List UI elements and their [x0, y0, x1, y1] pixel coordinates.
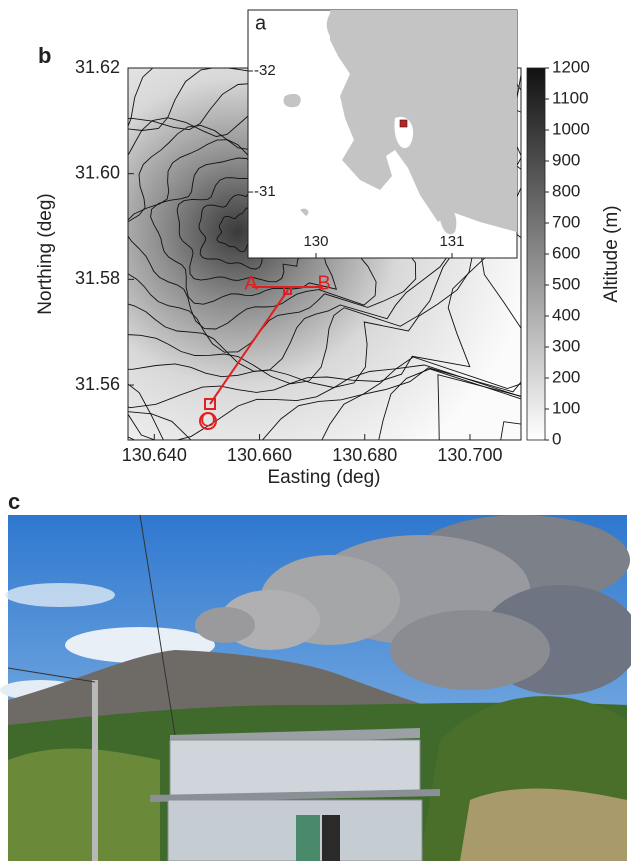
y-tick-label: 31.56 — [75, 374, 120, 394]
x-axis-title: Easting (deg) — [267, 467, 380, 488]
x-tick-label: 130.640 — [122, 445, 187, 465]
location-marker — [400, 120, 407, 127]
door — [322, 815, 340, 861]
grass — [8, 748, 160, 861]
colorbar — [527, 68, 545, 440]
cloud — [5, 583, 115, 607]
inset-y-tick-label: -32 — [254, 62, 276, 79]
colorbar-tick-label: 1200 — [552, 57, 590, 76]
pole — [92, 680, 98, 861]
panel-label: a — [255, 12, 267, 34]
y-tick-label: 31.58 — [75, 268, 120, 288]
island — [283, 94, 300, 107]
colorbar-tick-label: 1000 — [552, 119, 590, 138]
colorbar-tick-label: 200 — [552, 367, 580, 386]
point-label: O — [200, 409, 216, 431]
colorbar-tick-label: 100 — [552, 398, 580, 417]
colorbar-tick-label: 400 — [552, 305, 580, 324]
colorbar-tick-label: 0 — [552, 429, 561, 448]
panel-label: c — [8, 489, 20, 514]
panel-label: b — [38, 43, 51, 68]
photo — [0, 515, 631, 861]
y-axis-title: Northing (deg) — [35, 193, 56, 314]
y-tick-label: 31.62 — [75, 57, 120, 77]
building-upper — [170, 740, 420, 795]
colorbar-tick-label: 900 — [552, 150, 580, 169]
building-lower — [168, 800, 422, 861]
colorbar-tick-label: 600 — [552, 243, 580, 262]
colorbar-tick-label: 800 — [552, 181, 580, 200]
inset-x-tick-label: 130 — [303, 233, 328, 250]
colorbar-tick-label: 300 — [552, 336, 580, 355]
y-tick-label: 31.60 — [75, 162, 120, 182]
inset-x-tick-label: 131 — [439, 233, 464, 250]
x-tick-label: 130.680 — [332, 445, 397, 465]
grass — [460, 788, 627, 861]
colorbar-tick-label: 1100 — [552, 88, 589, 107]
x-tick-label: 130.700 — [437, 445, 502, 465]
figure: b A B O Easting (deg) Northing (deg) Alt… — [0, 0, 631, 861]
window — [296, 815, 320, 861]
colorbar-tick-label: 500 — [552, 274, 580, 293]
point-label: A — [244, 272, 258, 294]
x-tick-label: 130.660 — [227, 445, 292, 465]
point-label: B — [317, 272, 330, 294]
colorbar-tick-label: 700 — [552, 212, 580, 231]
inset-y-tick-label: -31 — [254, 183, 276, 200]
colorbar-title: Altitude (m) — [601, 205, 622, 302]
